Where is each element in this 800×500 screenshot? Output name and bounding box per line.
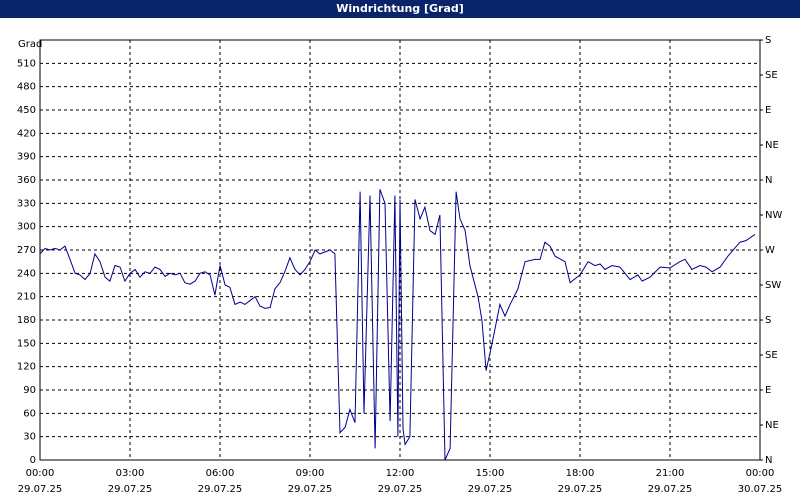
y-tick-label: 240 (17, 268, 36, 279)
x-tick-date: 29.07.25 (198, 484, 243, 495)
y-tick-label: 510 (17, 58, 36, 69)
x-tick-label: 00:00 (746, 468, 775, 479)
x-tick-date: 29.07.25 (648, 484, 693, 495)
x-tick-date: 29.07.25 (468, 484, 513, 495)
x-tick-label: 21:00 (656, 468, 685, 479)
y2-tick-label: N (765, 175, 772, 186)
y2-tick-label: E (765, 105, 771, 116)
y-tick-label: 300 (17, 222, 36, 233)
x-tick-label: 00:00 (26, 468, 55, 479)
x-tick-date: 29.07.25 (18, 484, 63, 495)
x-tick-label: 03:00 (116, 468, 145, 479)
y2-tick-label: E (765, 385, 771, 396)
y-tick-label: 0 (30, 455, 36, 466)
y2-tick-label: SW (765, 280, 781, 291)
y-tick-label: 150 (17, 338, 36, 349)
y-tick-label: 390 (17, 152, 36, 163)
title-bar (0, 0, 800, 18)
y2-tick-label: SE (765, 70, 778, 81)
y2-tick-label: W (765, 245, 775, 256)
x-tick-label: 06:00 (206, 468, 235, 479)
y-tick-label: 120 (17, 362, 36, 373)
y-tick-label: 210 (17, 292, 36, 303)
y2-tick-label: NW (765, 210, 782, 221)
y2-tick-label: NE (765, 140, 779, 151)
y-tick-label: 420 (17, 128, 36, 139)
plot-frame (39, 39, 761, 461)
x-tick-label: 15:00 (476, 468, 505, 479)
y-axis-label: Grad (18, 39, 42, 50)
x-tick-date: 30.07.25 (738, 484, 783, 495)
y2-tick-label: N (765, 455, 772, 466)
x-tick-date: 29.07.25 (108, 484, 153, 495)
x-tick-date: 29.07.25 (558, 484, 603, 495)
y-tick-label: 330 (17, 198, 36, 209)
y-tick-label: 270 (17, 245, 36, 256)
y2-tick-label: S (765, 35, 771, 46)
x-tick-label: 18:00 (566, 468, 595, 479)
y-tick-label: 480 (17, 82, 36, 93)
y-tick-label: 450 (17, 105, 36, 116)
y-tick-label: 90 (23, 385, 36, 396)
chart-title: Windrichtung [Grad] (336, 2, 464, 15)
x-tick-date: 29.07.25 (378, 484, 423, 495)
y-tick-label: 180 (17, 315, 36, 326)
data-line (39, 189, 756, 461)
y2-tick-label: S (765, 315, 771, 326)
y-tick-label: 30 (23, 432, 36, 443)
x-tick-date: 29.07.25 (288, 484, 333, 495)
y-tick-label: 60 (23, 408, 36, 419)
x-tick-label: 12:00 (386, 468, 415, 479)
y2-tick-label: SE (765, 350, 778, 361)
y2-tick-label: NE (765, 420, 779, 431)
x-tick-label: 09:00 (296, 468, 325, 479)
y-tick-label: 360 (17, 175, 36, 186)
